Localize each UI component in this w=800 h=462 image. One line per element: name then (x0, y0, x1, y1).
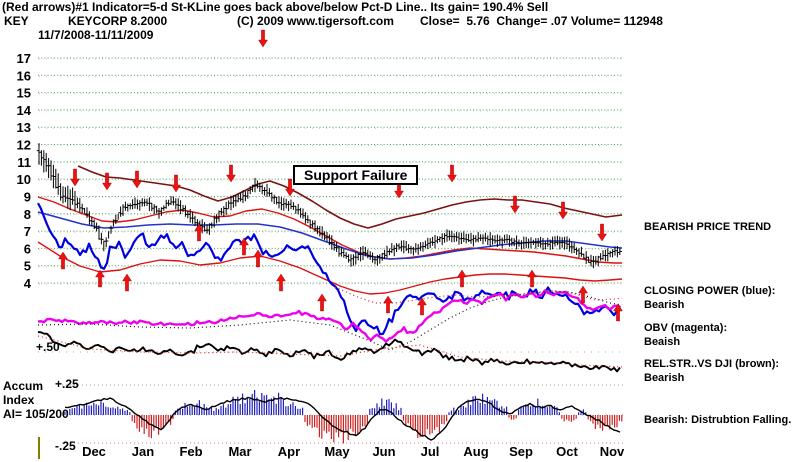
lower-band-red-line (37, 241, 623, 295)
rel-str-ma-line (37, 335, 623, 368)
plus25-label: +.25 (55, 377, 79, 391)
x-axis-month-label: Jan (132, 444, 154, 459)
accum-label-3: AI= 105/200 (3, 407, 69, 421)
company-name-price: KEYCORP 8.2000 (68, 14, 168, 28)
accum-label-2: Index (3, 393, 35, 407)
closing-power-label: CLOSING POWER (blue): (644, 285, 776, 297)
accum-histogram-positive (64, 390, 587, 415)
x-axis-month-label: Feb (179, 444, 202, 459)
sell-signal-arrow-icon (226, 164, 236, 183)
sell-signal-arrow-icon (597, 223, 607, 242)
y-axis-tick-label: 11 (17, 155, 31, 170)
date-range: 11/7/2008-11/11/2009 (38, 28, 154, 42)
rel-str-line (37, 331, 621, 373)
buy-signal-arrow-icon (58, 251, 68, 270)
sell-signal-arrow-icon (132, 170, 142, 189)
x-axis-month-label: Dec (82, 444, 106, 459)
buy-signal-arrow-icon (276, 273, 286, 292)
quote-stats: Close= 5.76 Change= .07 Volume= 112948 (420, 14, 663, 28)
x-axis-month-label: Aug (463, 444, 488, 459)
ticker-symbol: KEY (4, 14, 29, 28)
sell-signal-arrow-icon (285, 178, 295, 197)
relstr-label: REL.STR..VS DJI (brown): (644, 358, 780, 370)
accum-label-1: Accum (3, 379, 44, 393)
y-axis-tick-label: 6 (24, 241, 31, 256)
sell-signal-arrow-icon (102, 172, 112, 191)
y-axis-tick-label: 15 (17, 86, 31, 101)
distribution-label: Bearish: Distrubtion Falling. (644, 414, 792, 426)
buy-signal-arrow-icon (527, 269, 537, 288)
y-axis-tick-label: 8 (24, 207, 31, 222)
candlestick-ticks (36, 150, 622, 264)
x-axis-month-label: Oct (556, 444, 578, 459)
buy-signal-arrow-icon (578, 285, 588, 304)
sell-signal-arrow-icon (258, 29, 268, 48)
buy-signal-arrow-icon (317, 293, 327, 312)
y-axis-tick-label: 17 (17, 51, 31, 66)
buy-signal-arrow-icon (95, 269, 105, 288)
buy-signal-arrow-icon (253, 249, 263, 268)
sell-signal-arrow-icon (510, 195, 520, 214)
signal-header: (Red arrows)#1 Indicator=5-d St-KLine go… (2, 0, 549, 14)
relstr-state: Bearish (644, 372, 685, 384)
y-axis-tick-label: 16 (17, 68, 31, 83)
obv-state: Beaish (644, 336, 681, 348)
y-axis-tick-label: 9 (24, 189, 31, 204)
upper-band-red-line (37, 196, 622, 264)
accum-histogram-negative (131, 415, 623, 444)
minus25-label: -.25 (55, 439, 76, 453)
obv-line (37, 289, 621, 343)
closing-power-state: Bearish (644, 299, 685, 311)
buy-signal-arrow-icon (194, 223, 204, 242)
sell-signal-arrow-icon (447, 164, 457, 183)
accum-line (64, 396, 621, 441)
sell-signal-arrow-icon (171, 174, 181, 193)
y-axis-tick-label: 14 (17, 103, 32, 118)
plus50-label: +.50 (36, 340, 60, 354)
buy-signal-arrow-icon (613, 303, 623, 322)
x-axis-month-label: Nov (600, 444, 625, 459)
y-axis-tick-label: 5 (24, 259, 31, 274)
y-axis-tick-label: 7 (24, 224, 31, 239)
resistance-brown-line (77, 165, 623, 229)
support-failure-callout: Support Failure (293, 165, 419, 185)
buy-signal-arrow-icon (383, 295, 393, 314)
sell-signal-arrow-icon (70, 168, 80, 187)
x-axis-month-label: Jun (372, 444, 395, 459)
y-axis-tick-label: 10 (17, 172, 31, 187)
copyright-text: (C) 2009 www.tigersoft.com (237, 14, 394, 28)
buy-signal-arrow-icon (457, 269, 467, 288)
x-axis-month-label: Sep (509, 444, 533, 459)
x-axis-month-label: May (324, 444, 350, 459)
obv-ma-line (37, 290, 623, 351)
obv-label: OBV (magenta): (644, 322, 728, 334)
y-axis-tick-label: 13 (17, 120, 31, 135)
buy-signal-arrow-icon (122, 273, 132, 292)
buy-signal-arrow-icon (417, 297, 427, 316)
x-axis-month-label: Apr (278, 444, 300, 459)
y-axis-tick-label: 12 (17, 138, 31, 153)
x-axis-month-label: Jul (421, 444, 440, 459)
buy-signal-arrow-icon (239, 237, 249, 256)
sell-signal-arrow-icon (558, 201, 568, 220)
price-trend-label: BEARISH PRICE TREND (644, 221, 772, 233)
x-axis-month-label: Mar (228, 444, 251, 459)
y-axis-tick-label: 4 (24, 276, 32, 291)
